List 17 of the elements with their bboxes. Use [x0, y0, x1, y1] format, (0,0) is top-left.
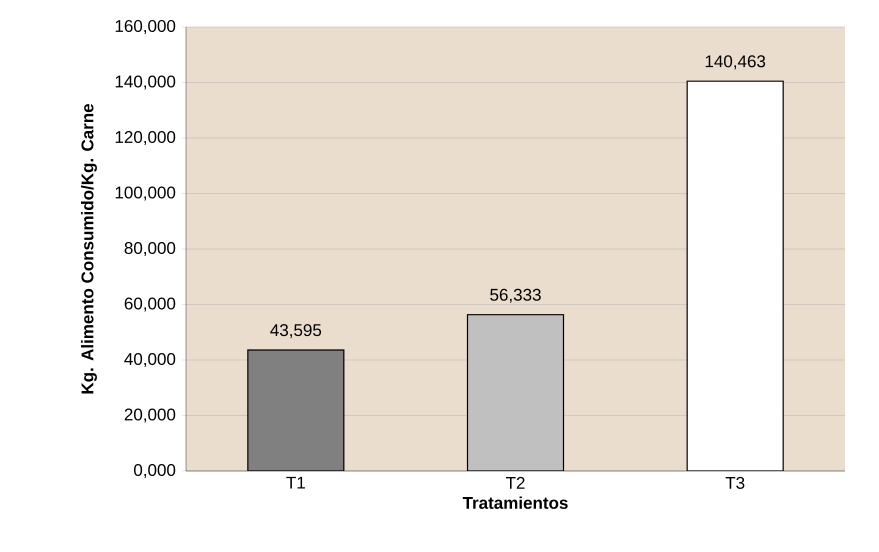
- y-tick-label: 100,000: [116, 186, 176, 201]
- y-tick-label: 160,000: [116, 20, 176, 34]
- y-tick-label: 80,000: [124, 242, 176, 256]
- y-tick-label: 40,000: [124, 352, 176, 368]
- data-label: 56,333: [490, 288, 541, 303]
- data-label: 43,595: [270, 324, 322, 338]
- y-tick-label: 0,000: [134, 464, 176, 478]
- x-tick-label: T3: [726, 476, 744, 489]
- x-tick-label: T1: [286, 476, 305, 489]
- x-tick-label: T2: [506, 476, 525, 489]
- x-axis-title: Tratamientos: [462, 496, 568, 509]
- y-tick-label: 140,000: [116, 75, 176, 90]
- y-axis-title: Kg. Alimento Consumido/Kg. Carne: [80, 104, 97, 394]
- y-tick-label: 60,000: [124, 297, 176, 312]
- data-label: 140,463: [706, 55, 766, 70]
- y-tick-label: 120,000: [116, 130, 176, 146]
- y-tick-label: 20,000: [124, 408, 176, 423]
